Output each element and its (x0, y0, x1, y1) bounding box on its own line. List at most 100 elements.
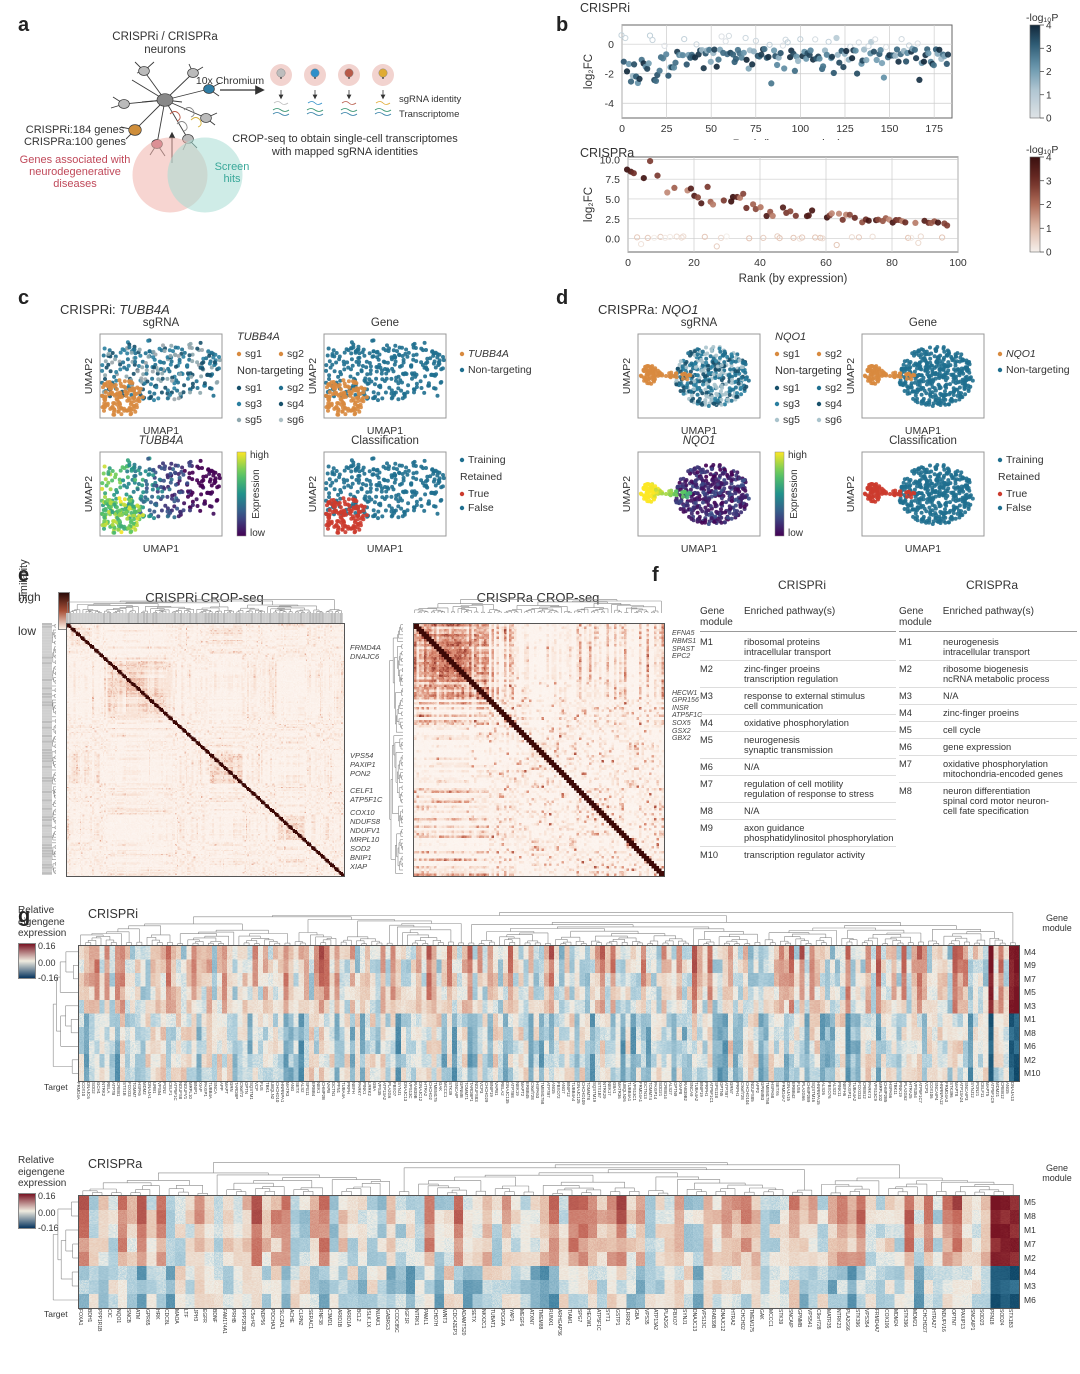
svg-text:sgRNA identity: sgRNA identity (399, 94, 462, 105)
svg-text:sg3: sg3 (783, 398, 800, 410)
svg-text:1: 1 (1046, 224, 1052, 235)
svg-text:CRISPRa: NQO1: CRISPRa: NQO1 (598, 302, 698, 317)
svg-text:Non-targeting: Non-targeting (1006, 364, 1070, 376)
svg-text:NQO1: NQO1 (775, 331, 806, 343)
svg-text:CRISPRa:100 genes: CRISPRa:100 genes (24, 136, 127, 148)
svg-text:1: 1 (1046, 90, 1052, 101)
svg-text:75: 75 (750, 123, 762, 135)
svg-text:TUBB4A: TUBB4A (468, 348, 509, 360)
svg-text:0: 0 (619, 123, 625, 135)
svg-text:TUBB4A: TUBB4A (237, 331, 280, 343)
svg-text:UMAP2: UMAP2 (83, 476, 95, 512)
svg-text:sg3: sg3 (245, 398, 262, 410)
svg-text:sg6: sg6 (287, 414, 304, 426)
svg-text:Screen: Screen (215, 161, 250, 173)
svg-text:False: False (1006, 502, 1032, 514)
svg-text:3: 3 (1046, 176, 1052, 187)
svg-text:175: 175 (925, 123, 943, 135)
svg-text:sg2: sg2 (825, 348, 842, 360)
svg-text:40: 40 (754, 257, 766, 269)
svg-text:CRISPRi / CRISPRa: CRISPRi / CRISPRa (112, 31, 218, 43)
svg-text:Rank (by expression): Rank (by expression) (739, 273, 848, 285)
svg-text:150: 150 (881, 123, 899, 135)
svg-text:sg4: sg4 (825, 398, 842, 410)
svg-text:80: 80 (886, 257, 898, 269)
svg-text:100: 100 (949, 257, 967, 269)
svg-text:7.5: 7.5 (605, 174, 620, 186)
svg-text:neurodegenerative: neurodegenerative (29, 166, 121, 178)
svg-text:25: 25 (661, 123, 673, 135)
svg-text:sg5: sg5 (783, 414, 800, 426)
svg-text:UMAP1: UMAP1 (681, 543, 717, 555)
svg-text:True: True (1006, 488, 1027, 500)
svg-text:Training: Training (1006, 454, 1044, 466)
svg-text:Training: Training (468, 454, 506, 466)
svg-text:Classification: Classification (889, 435, 957, 447)
svg-text:CRISPRi:184 genes: CRISPRi:184 genes (26, 124, 125, 136)
svg-text:3: 3 (1046, 44, 1052, 55)
svg-text:0: 0 (625, 257, 631, 269)
svg-text:-2: -2 (605, 69, 614, 81)
svg-text:UMAP2: UMAP2 (621, 358, 633, 394)
svg-text:CRISPRi: CRISPRi (580, 1, 630, 15)
svg-text:hits: hits (223, 173, 241, 185)
svg-text:UMAP1: UMAP1 (905, 543, 941, 555)
svg-text:sg2: sg2 (825, 382, 842, 394)
svg-text:low: low (250, 528, 266, 539)
svg-text:low: low (788, 528, 804, 539)
svg-text:sg1: sg1 (783, 382, 800, 394)
svg-text:Retained: Retained (460, 471, 502, 483)
svg-text:UMAP2: UMAP2 (621, 476, 633, 512)
svg-text:sg1: sg1 (245, 382, 262, 394)
svg-text:5.0: 5.0 (605, 194, 620, 206)
svg-text:Genes associated with: Genes associated with (20, 154, 131, 166)
svg-text:UMAP2: UMAP2 (307, 358, 319, 394)
svg-text:2: 2 (1046, 67, 1052, 78)
svg-text:UMAP2: UMAP2 (845, 358, 857, 394)
svg-text:20: 20 (688, 257, 700, 269)
svg-text:0: 0 (1046, 114, 1052, 125)
svg-text:CROP-seq to obtain single-cell: CROP-seq to obtain single-cell transcrip… (232, 133, 458, 145)
svg-text:UMAP2: UMAP2 (307, 476, 319, 512)
svg-text:Non-targeting: Non-targeting (775, 365, 842, 377)
svg-text:-4: -4 (605, 98, 614, 110)
svg-text:high: high (788, 450, 807, 461)
svg-text:Non-targeting: Non-targeting (237, 365, 304, 377)
svg-text:2: 2 (1046, 200, 1052, 211)
svg-text:Expression: Expression (789, 469, 800, 518)
svg-text:Non-targeting: Non-targeting (468, 364, 532, 376)
svg-text:TUBB4A: TUBB4A (139, 435, 184, 447)
svg-text:0.0: 0.0 (605, 234, 620, 246)
svg-text:log₂FC: log₂FC (583, 187, 595, 222)
svg-text:UMAP1: UMAP1 (143, 543, 179, 555)
svg-text:NQO1: NQO1 (683, 435, 716, 447)
svg-text:Gene: Gene (909, 317, 937, 329)
svg-text:2.5: 2.5 (605, 214, 620, 226)
svg-text:diseases: diseases (53, 178, 97, 190)
svg-text:4: 4 (1046, 21, 1052, 32)
svg-text:sg2: sg2 (287, 348, 304, 360)
svg-text:sg4: sg4 (287, 398, 304, 410)
svg-text:Retained: Retained (998, 471, 1040, 483)
svg-text:Gene: Gene (371, 317, 399, 329)
svg-text:60: 60 (820, 257, 832, 269)
svg-text:Rank (by expression): Rank (by expression) (733, 139, 842, 140)
svg-text:CRISPRi: TUBB4A: CRISPRi: TUBB4A (60, 302, 170, 317)
svg-text:100: 100 (792, 123, 810, 135)
svg-text:10.0: 10.0 (600, 154, 621, 166)
svg-text:with mapped sgRNA identities: with mapped sgRNA identities (271, 146, 419, 158)
svg-text:sgRNA: sgRNA (681, 317, 718, 329)
svg-text:UMAP2: UMAP2 (83, 358, 95, 394)
svg-text:10x Chromium: 10x Chromium (196, 75, 265, 87)
svg-text:-log₁₀P: -log₁₀P (1026, 145, 1058, 156)
svg-text:125: 125 (836, 123, 854, 135)
svg-text:Transcriptome: Transcriptome (399, 109, 459, 120)
svg-text:False: False (468, 502, 494, 514)
svg-text:sgRNA: sgRNA (143, 317, 180, 329)
svg-text:sg5: sg5 (245, 414, 262, 426)
svg-text:0: 0 (608, 39, 614, 51)
svg-text:log₂FC: log₂FC (583, 54, 595, 89)
svg-text:sg1: sg1 (245, 348, 262, 360)
svg-text:4: 4 (1046, 153, 1052, 164)
svg-text:neurons: neurons (144, 44, 186, 56)
